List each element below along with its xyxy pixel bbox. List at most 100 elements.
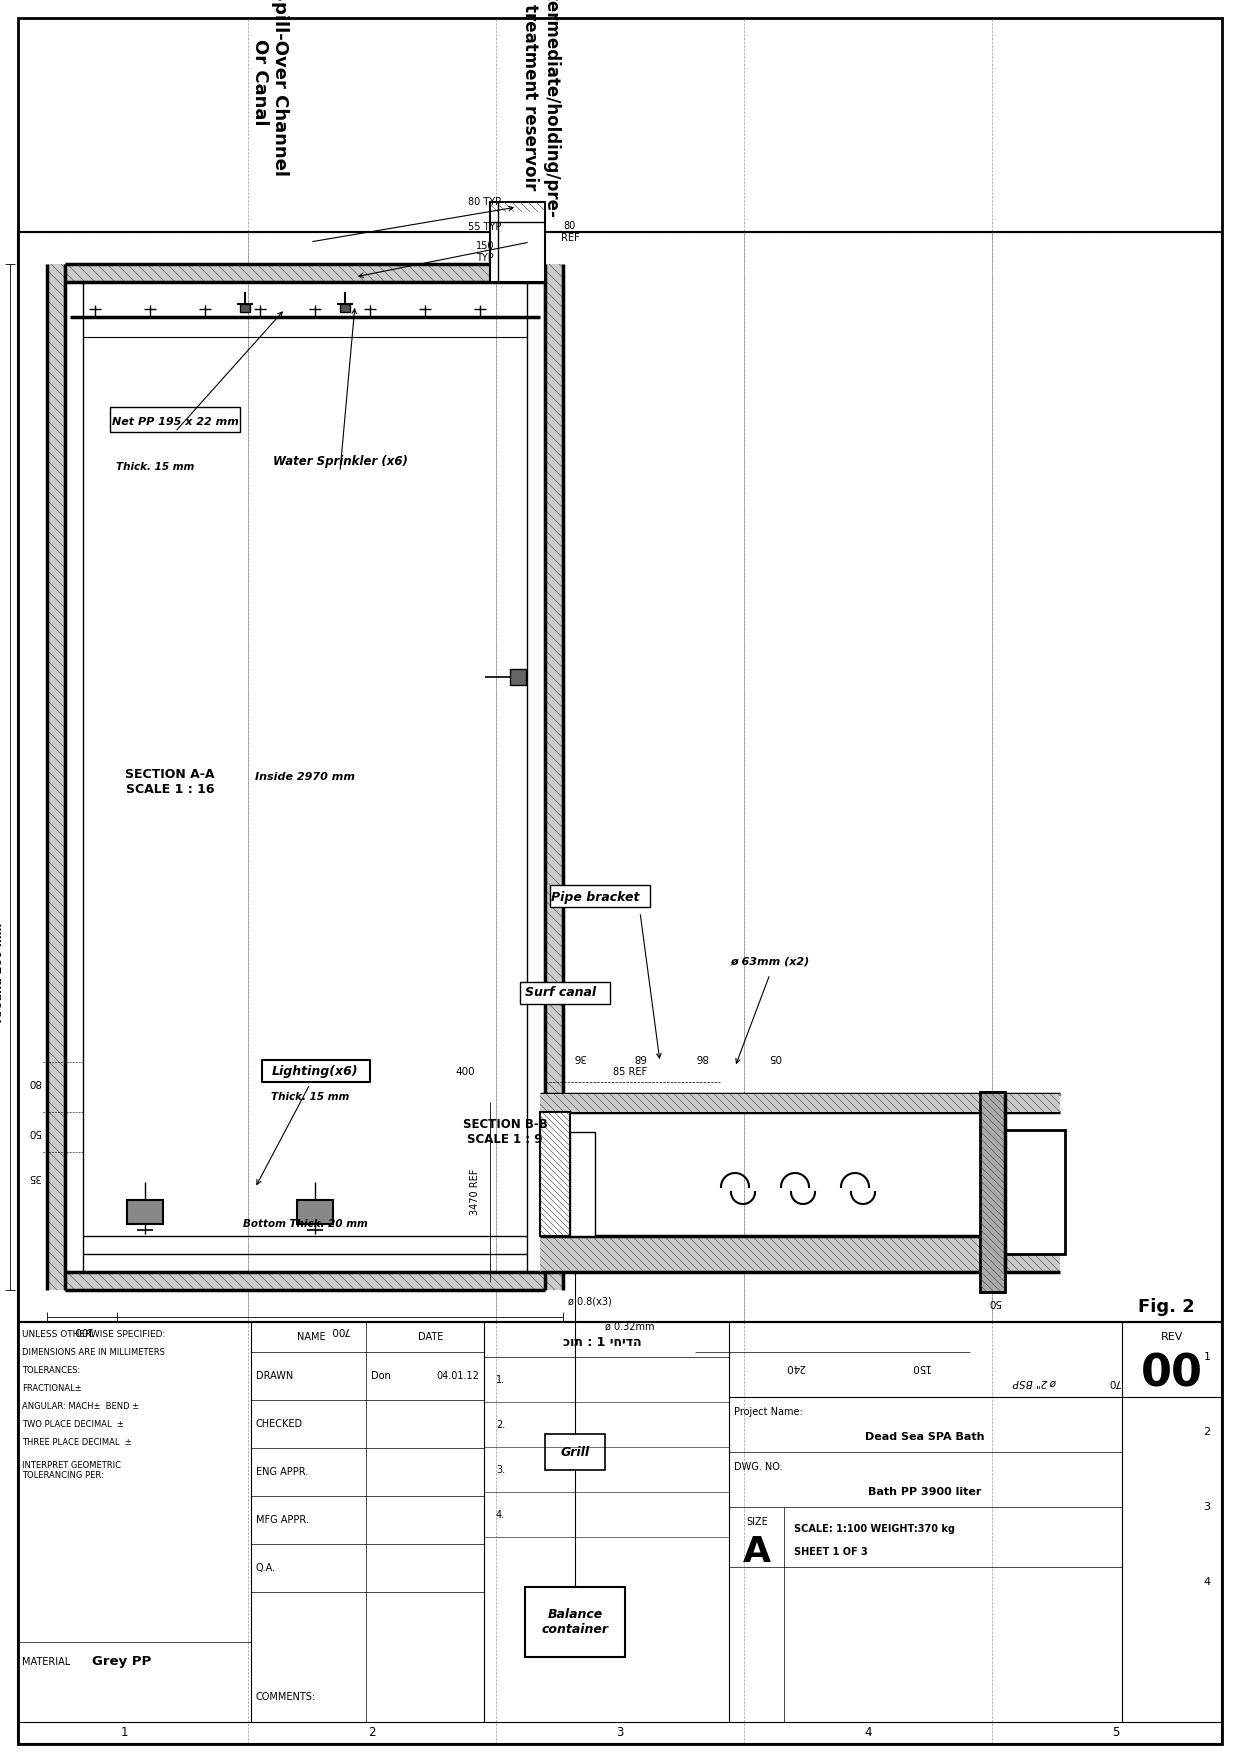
Text: 04.01.12: 04.01.12 [436,1371,479,1381]
Bar [19,233,1221,1322]
Text: Don: Don [371,1371,391,1381]
Text: Q.A.: Q.A. [255,1563,277,1573]
Text: Balance
container: Balance container [542,1609,609,1635]
Bar [539,1235,1060,1272]
Text: COMMENTS:: COMMENTS: [255,1692,316,1702]
Text: SHEET 1 OF 3: SHEET 1 OF 3 [794,1547,868,1558]
Bar [64,264,546,282]
Text: INTERPRET GEOMETRIC
TOLERANCING PER:: INTERPRET GEOMETRIC TOLERANCING PER: [22,1461,122,1480]
Bar [510,670,526,685]
Text: SECTION B-B
SCALE 1 : 9: SECTION B-B SCALE 1 : 9 [463,1119,547,1145]
Bar [64,282,546,1272]
Text: A: A [743,1535,771,1568]
Text: Fig. 2: Fig. 2 [1138,1299,1195,1316]
Text: THREE PLACE DECIMAL  ±: THREE PLACE DECIMAL ± [22,1438,131,1447]
Text: 70: 70 [1109,1376,1121,1387]
Text: ANGULAR: MACH±  BEND ±: ANGULAR: MACH± BEND ± [22,1403,139,1411]
Text: REV: REV [1161,1332,1183,1343]
Bar [47,264,64,1290]
Text: DRAWN: DRAWN [255,1371,293,1381]
Bar [110,407,241,432]
Text: Grill: Grill [560,1445,589,1459]
Text: 150
TYP: 150 TYP [476,241,495,263]
Text: 3: 3 [616,1727,624,1739]
Text: 05: 05 [769,1052,781,1062]
Text: Inside 2970 mm: Inside 2970 mm [255,772,355,782]
Text: DIMENSIONS ARE IN MILLIMETERS: DIMENSIONS ARE IN MILLIMETERS [22,1348,165,1357]
Text: MATERIAL: MATERIAL [22,1656,71,1667]
Bar [546,264,563,1290]
Text: 80 TYP: 80 TYP [469,197,501,206]
Text: 2: 2 [1204,1427,1210,1438]
Text: ENG APPR.: ENG APPR. [255,1468,309,1477]
Text: 50: 50 [29,1128,42,1136]
Text: 68: 68 [634,1052,646,1062]
Text: 1.: 1. [496,1374,505,1385]
Text: 4.: 4. [496,1510,505,1521]
Bar [298,1200,334,1225]
Text: Bath PP 3900 liter: Bath PP 3900 liter [868,1487,982,1498]
Text: UNLESS OTHERWISE SPECIFIED:: UNLESS OTHERWISE SPECIFIED: [22,1330,165,1339]
Text: CHECKED: CHECKED [255,1418,303,1429]
Text: 50: 50 [988,1297,1002,1307]
Text: 00: 00 [1141,1353,1203,1396]
Text: 85 REF: 85 REF [613,1068,647,1077]
Text: ø 63mm (x2): ø 63mm (x2) [730,957,810,967]
Bar [525,1588,625,1656]
Text: 80
REF: 80 REF [560,222,579,243]
Text: 55 TYP: 55 TYP [469,222,502,233]
Bar [490,203,546,282]
Text: TWO PLACE DECIMAL  ±: TWO PLACE DECIMAL ± [22,1420,124,1429]
Text: MFG APPR.: MFG APPR. [255,1515,309,1524]
Text: FRACTIONAL±: FRACTIONAL± [22,1383,82,1394]
Text: 400: 400 [455,1068,475,1077]
Text: 1: 1 [1204,1351,1210,1362]
Text: 80: 80 [29,1077,42,1087]
Text: 3430 REF: 3430 REF [0,754,2,800]
Text: DATE: DATE [418,1332,444,1343]
Text: 150: 150 [910,1362,930,1373]
Text: NAME: NAME [296,1332,325,1343]
Text: 100: 100 [72,1325,92,1336]
Bar [980,1092,1004,1292]
Bar [126,1200,162,1225]
Text: 5: 5 [1112,1727,1120,1739]
Text: SCALE: 1:100 WEIGHT:370 kg: SCALE: 1:100 WEIGHT:370 kg [794,1524,955,1535]
Bar [340,305,350,312]
Text: 4: 4 [864,1727,872,1739]
Text: 2.: 2. [496,1420,505,1431]
Bar [570,1131,595,1235]
Text: Net PP 195 x 22 mm: Net PP 195 x 22 mm [112,418,238,426]
Text: Surf canal: Surf canal [525,985,596,999]
Text: 36: 36 [573,1052,587,1062]
Text: SIZE: SIZE [746,1517,768,1528]
Bar [1004,1129,1065,1255]
Text: Thick. 15 mm: Thick. 15 mm [115,462,195,472]
Bar [539,1094,1060,1112]
Text: Thick. 15 mm: Thick. 15 mm [270,1092,350,1101]
Bar [64,1272,546,1290]
Text: Grey PP: Grey PP [92,1656,151,1669]
Text: Project Name:: Project Name: [734,1408,802,1417]
Text: 35: 35 [29,1172,42,1182]
Bar [539,1112,570,1235]
Text: ø 0.32mm: ø 0.32mm [605,1322,655,1332]
Bar [520,981,610,1004]
Text: ø 2" BSP: ø 2" BSP [1013,1376,1058,1387]
Bar [262,1061,370,1082]
Text: Dead Sea SPA Bath: Dead Sea SPA Bath [866,1433,985,1441]
Text: Intermediate/holding/pre-
treatment reservoir: Intermediate/holding/pre- treatment rese… [521,0,559,218]
Text: כות : 1 יחידה: כות : 1 יחידה [563,1336,641,1348]
Text: 86: 86 [696,1052,708,1062]
Bar [546,1434,605,1470]
Text: 2: 2 [368,1727,376,1739]
Text: Water Sprinkler (x6): Water Sprinkler (x6) [273,456,408,469]
Text: Pipe bracket: Pipe bracket [551,890,640,904]
Text: TOLERANCES:: TOLERANCES: [22,1366,81,1374]
Bar [19,1322,1221,1744]
Bar [551,885,650,907]
Text: 700: 700 [330,1325,350,1336]
Text: Around 200 mm: Around 200 mm [0,922,5,1022]
Text: ø 0.8(x3): ø 0.8(x3) [568,1297,611,1307]
Text: DWG. NO.: DWG. NO. [734,1462,782,1471]
